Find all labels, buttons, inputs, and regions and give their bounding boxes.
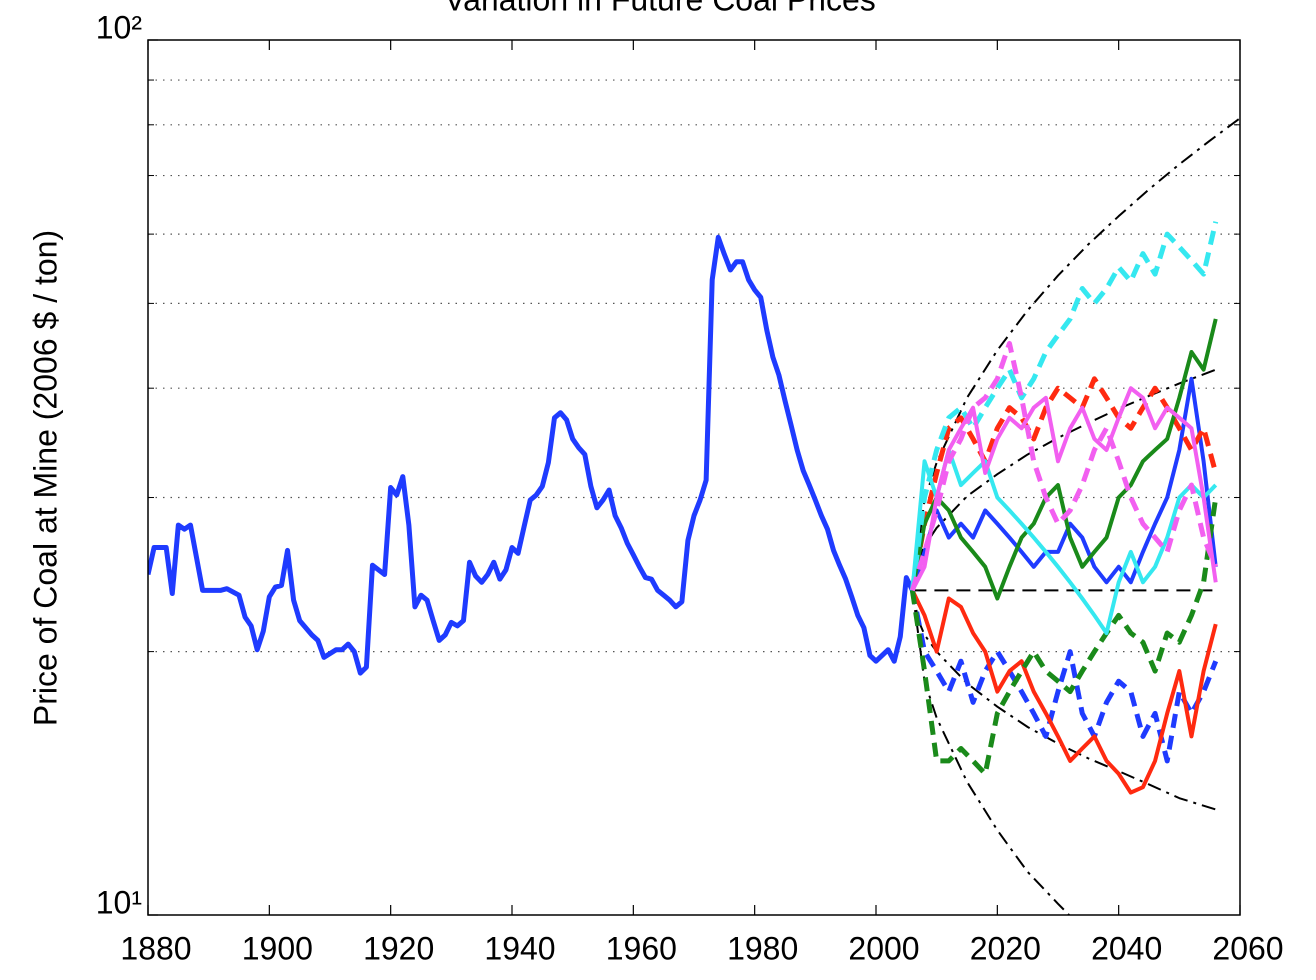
series-line (910, 589, 1218, 795)
x-tick-label: 1960 (606, 930, 677, 966)
series-line (909, 221, 1219, 591)
x-tick-label: 1980 (727, 930, 798, 966)
series-line (909, 497, 1219, 777)
x-tick-label: 1920 (363, 930, 434, 966)
plot-lines (148, 117, 1240, 915)
series-line (910, 447, 1218, 636)
y-tick-label: 10¹ (96, 884, 142, 920)
x-tick-label: 1940 (484, 930, 555, 966)
series-line (910, 376, 1218, 591)
grid (148, 79, 1240, 653)
plot-frame (147, 39, 1241, 916)
series-line (911, 590, 1217, 811)
series-line (148, 234, 915, 676)
axes: 1880 1900 1920 1940 1960 1980 2000 2020 2040 2060… (96, 9, 1284, 966)
series-line (910, 340, 1219, 592)
x-tick-label: 1880 (120, 930, 191, 966)
x-tick-label: 2040 (1091, 930, 1162, 966)
chart-title: Variation in Future Coal Prices (444, 0, 876, 17)
series-line (910, 386, 1218, 592)
series-line (911, 117, 1240, 591)
series-line (910, 318, 1218, 601)
series-line (911, 368, 1217, 591)
x-tick-label: 2000 (848, 930, 919, 966)
x-tick-label: 2020 (970, 930, 1041, 966)
x-tick-label: 2060 (1212, 930, 1283, 966)
y-tick-label: 10² (96, 9, 143, 45)
series-line (909, 589, 1219, 764)
y-axis-label: Price of Coal at Mine (2006 $ / ton) (27, 230, 63, 726)
x-tick-label: 1900 (242, 930, 313, 966)
